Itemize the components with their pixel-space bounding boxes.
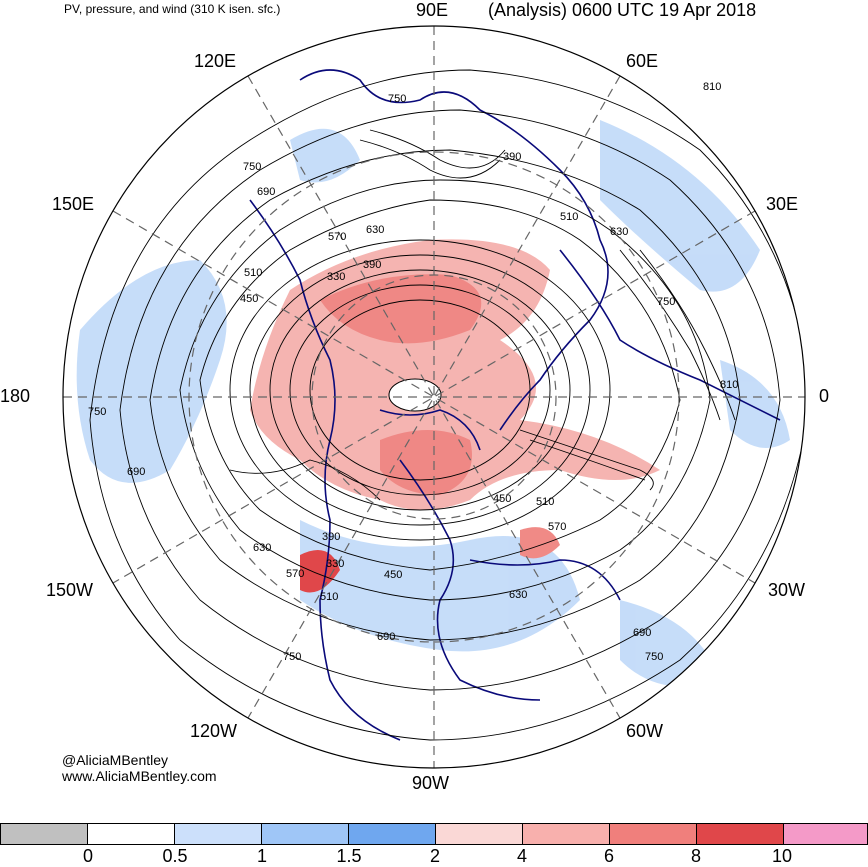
analysis-time: (Analysis) 0600 UTC 19 Apr 2018 <box>488 0 757 20</box>
contour-label-570: 570 <box>286 568 304 580</box>
contour-label-750: 750 <box>657 296 675 308</box>
lon-label-60w: 60W <box>626 721 664 741</box>
lon-label-0: 0 <box>819 386 830 406</box>
colorbar-swatch <box>0 823 88 845</box>
contour-label-510: 510 <box>536 496 554 508</box>
lon-label-60e: 60E <box>626 51 659 71</box>
lon-label-90w: 90W <box>412 773 450 793</box>
lon-label-150w: 150W <box>46 580 94 600</box>
contour-label-750: 750 <box>645 651 663 663</box>
map-boundary <box>62 25 806 769</box>
contour-label-630: 630 <box>366 224 384 236</box>
contour-label-690: 690 <box>633 627 651 639</box>
colorbar-tick: 4 <box>516 846 528 866</box>
colorbar-swatch <box>696 823 784 845</box>
contour-label-390: 390 <box>503 151 521 163</box>
lon-label-90e: 90E <box>416 0 449 20</box>
contour-label-690: 690 <box>127 466 145 478</box>
contour-label-570: 570 <box>328 231 346 243</box>
contour-label-510: 510 <box>320 591 338 603</box>
contour-label-330: 330 <box>327 271 345 283</box>
colorbar-swatch <box>783 823 868 845</box>
lon-label-180: 180 <box>0 386 31 406</box>
contour-label-810: 810 <box>703 81 721 93</box>
contour-label-390: 390 <box>322 531 340 543</box>
contour-label-450: 450 <box>240 293 258 305</box>
colorbar-tick: 1 <box>256 846 268 866</box>
lon-label-120w: 120W <box>190 721 238 741</box>
colorbar-tick: 8 <box>690 846 702 866</box>
lon-label-30e: 30E <box>766 194 799 214</box>
contour-label-750: 750 <box>243 161 261 173</box>
colorbar-tick: 0.5 <box>162 846 188 866</box>
contour-label-450: 450 <box>493 493 511 505</box>
coastlines <box>249 69 781 741</box>
contour-label-510: 510 <box>560 211 578 223</box>
colorbar-tick: 1.5 <box>336 846 362 866</box>
contour-label-690: 690 <box>377 631 395 643</box>
contour-label-750: 750 <box>88 406 106 418</box>
pole-low-center <box>388 378 442 412</box>
credit: @AliciaMBentley www.AliciaMBentley.com <box>62 752 217 784</box>
contour-label-570: 570 <box>548 521 566 533</box>
colorbar-swatch <box>522 823 610 845</box>
contour-label-630: 630 <box>253 542 271 554</box>
contour-label-690: 690 <box>257 186 275 198</box>
contour-label-630: 630 <box>509 589 527 601</box>
lon-label-120e: 120E <box>194 51 237 71</box>
lon-label-150e: 150E <box>52 194 95 214</box>
contour-label-330: 330 <box>326 558 344 570</box>
colorbar-tick: 0 <box>82 846 94 866</box>
contour-label-510: 510 <box>244 267 262 279</box>
colorbar-tick: 10 <box>771 846 793 866</box>
colorbar-swatch <box>87 823 175 845</box>
colorbar-swatch <box>261 823 349 845</box>
product-title: PV, pressure, and wind (310 K isen. sfc.… <box>64 2 281 16</box>
credit-handle: @AliciaMBentley <box>62 752 169 768</box>
colorbar-swatch <box>435 823 523 845</box>
contour-label-810: 810 <box>720 379 738 391</box>
colorbar-tick: 6 <box>603 846 615 866</box>
colorbar-swatch <box>174 823 262 845</box>
colorbar-swatch <box>609 823 697 845</box>
contour-label-390: 390 <box>363 259 381 271</box>
contour-label-450: 450 <box>384 569 402 581</box>
contour-label-750: 750 <box>388 93 406 105</box>
contour-label-750: 750 <box>283 651 301 663</box>
credit-site: www.AliciaMBentley.com <box>62 768 217 784</box>
colorbar-swatch <box>348 823 436 845</box>
contour-label-630: 630 <box>610 226 628 238</box>
contour-labels: 750 810 750 690 390 510 630 570 630 390 … <box>88 81 738 663</box>
colorbar-tick: 2 <box>429 846 441 866</box>
lat-lon-grid <box>63 26 805 768</box>
lon-label-30w: 30W <box>768 580 806 600</box>
